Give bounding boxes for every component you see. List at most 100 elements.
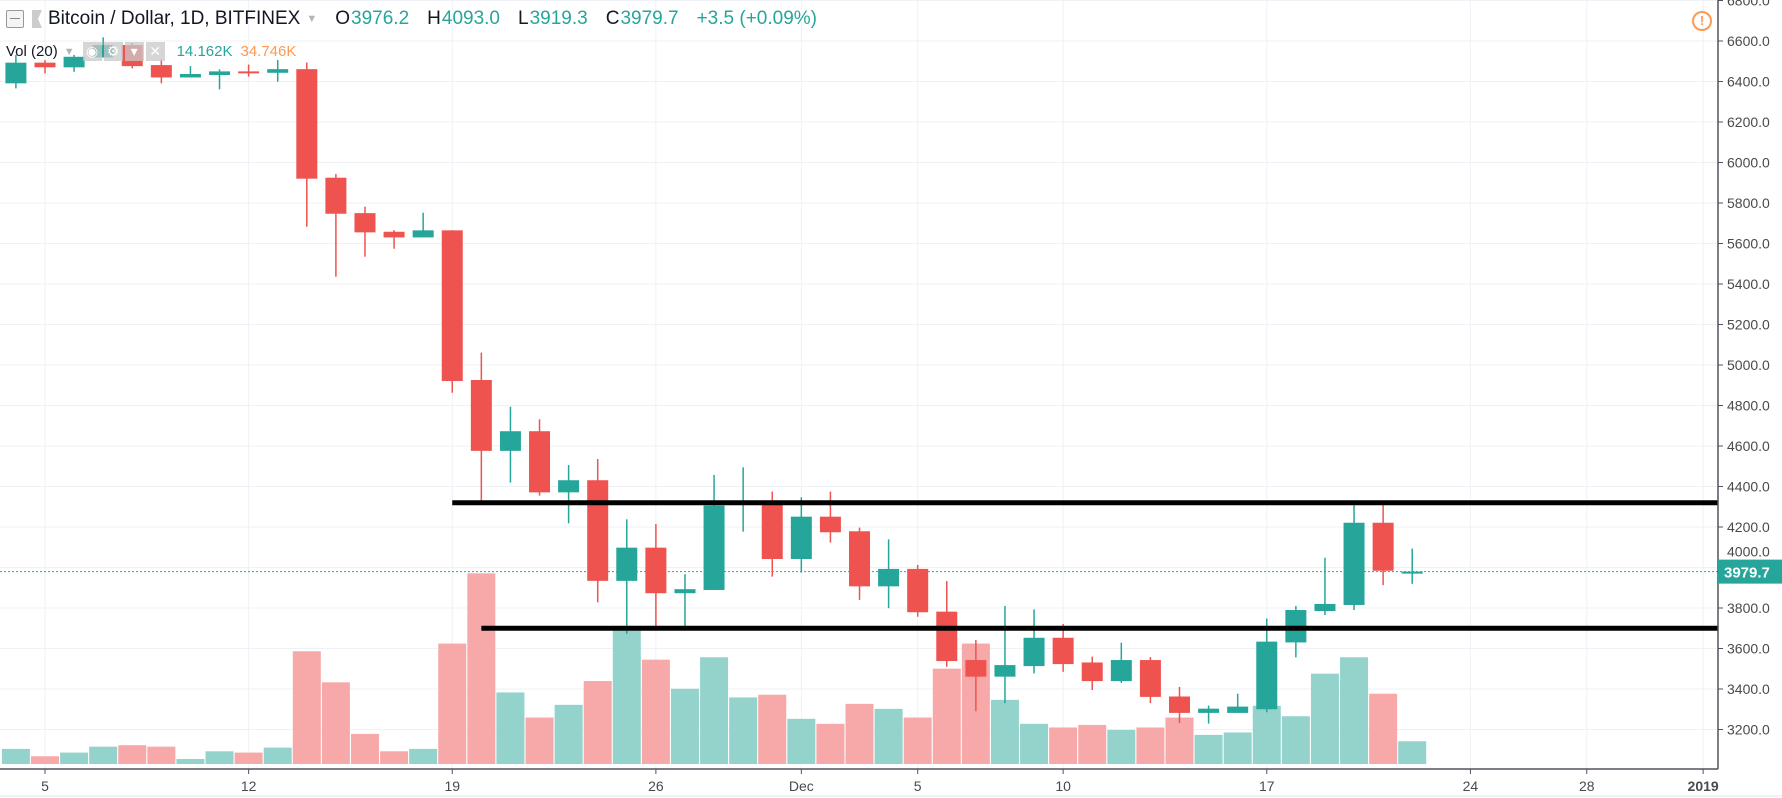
high-number: 4093.0 [441, 8, 501, 29]
candle-down [383, 231, 405, 238]
candle-down [819, 516, 841, 533]
volume-bar [932, 668, 961, 764]
time-tick-label: 28 [1579, 778, 1595, 794]
price-tick-label: 4000.0 [1727, 544, 1770, 560]
volume-bar [1281, 716, 1310, 764]
volume-bar [787, 718, 816, 764]
candle-down [1081, 662, 1103, 682]
price-tick-label: 4200.0 [1727, 519, 1770, 535]
grid [0, 0, 1718, 769]
eye-icon[interactable]: ◉ [82, 42, 102, 61]
collapse-icon[interactable] [6, 10, 24, 28]
price-tick-label: 6600.0 [1727, 33, 1770, 49]
candle-down [325, 177, 347, 214]
candle-down [470, 379, 492, 451]
volume-bar [1340, 657, 1369, 764]
time-tick-label: 12 [241, 778, 257, 794]
time-tick-label: 5 [41, 778, 49, 794]
flag-icon[interactable] [32, 10, 42, 28]
volume-label[interactable]: Vol (20) [6, 43, 58, 60]
trend-lines[interactable] [452, 500, 1724, 631]
volume-bar [176, 759, 205, 764]
candle-down [907, 568, 929, 613]
close-label: C [605, 8, 620, 29]
price-tick-label: 3400.0 [1727, 681, 1770, 697]
volume-bar [700, 657, 729, 764]
high-label: H [427, 8, 441, 29]
volume-bar [350, 733, 379, 764]
volume-bar [234, 752, 263, 764]
volume-bar [321, 682, 350, 764]
time-axis[interactable]: 5 12 19 26 Dec 5 10 17 24 28 2019 [0, 768, 1782, 797]
symbol-legend: Bitcoin / Dollar, 1D, BITFINEX ▼ O3976.2… [6, 8, 817, 30]
time-tick-label: 10 [1055, 778, 1071, 794]
volume-bar [1223, 732, 1252, 764]
volume-bar [1020, 723, 1049, 764]
volume-bar [118, 745, 147, 764]
candle-up [1314, 603, 1336, 612]
candle-up [703, 505, 725, 590]
candle-down [1139, 660, 1161, 697]
more-icon[interactable]: ▾ [124, 42, 144, 61]
volume-bar [525, 717, 554, 764]
volume-bar [1398, 741, 1427, 764]
gear-icon[interactable]: ⚙ [103, 42, 123, 61]
symbol-title[interactable]: Bitcoin / Dollar, 1D, BITFINEX [48, 8, 301, 29]
volume-ma-value: 34.746K [240, 43, 297, 60]
price-tick-label: 5400.0 [1727, 276, 1770, 292]
candle-down [645, 547, 667, 594]
volume-bar [409, 748, 438, 764]
low-value: L3919.3 [518, 8, 588, 30]
volume-bar [990, 699, 1019, 764]
open-value: O3976.2 [335, 8, 409, 30]
candle-up [5, 62, 27, 84]
volume-bar [496, 692, 525, 764]
candle-down [587, 480, 609, 581]
volume-bar [816, 723, 845, 764]
close-number: 3979.7 [620, 8, 679, 29]
price-tick-label: 4800.0 [1727, 398, 1770, 414]
price-tick-label: 5600.0 [1727, 236, 1770, 252]
volume-bar [1078, 724, 1107, 764]
candle-up [1198, 708, 1220, 713]
price-axis[interactable]: 6800.0 6600.0 6400.0 6200.0 6000.0 5800.0 5600… [1717, 0, 1782, 798]
candles [5, 37, 1423, 724]
chevron-down-icon[interactable]: ▼ [63, 45, 75, 58]
low-label: L [518, 8, 529, 29]
candle-up [1227, 706, 1249, 713]
volume-bar [1136, 727, 1165, 764]
volume-bar [1194, 734, 1223, 764]
candle-down [761, 500, 783, 559]
candle-down [354, 213, 376, 233]
volume-bar [874, 708, 903, 764]
last-price-label: 3979.7 [1724, 565, 1770, 582]
alert-icon[interactable]: ! [1692, 11, 1712, 31]
candle-down [238, 71, 260, 74]
change-value: +3.5 (+0.09%) [696, 8, 817, 29]
candle-up [1256, 641, 1278, 710]
high-value: H4093.0 [427, 8, 500, 30]
price-tick-label: 6800.0 [1727, 0, 1770, 9]
candle-up [616, 547, 638, 581]
candle-up [790, 516, 812, 559]
price-tick-label: 6400.0 [1727, 74, 1770, 90]
candle-down [34, 62, 56, 68]
candle-up [994, 665, 1016, 677]
candle-up [412, 230, 434, 238]
volume-bar [1049, 727, 1078, 764]
candle-down [1169, 696, 1190, 713]
volume-bar [292, 651, 321, 764]
candle-down [1372, 522, 1394, 571]
time-tick-label: 19 [444, 778, 460, 794]
volume-bar [1310, 673, 1339, 764]
close-icon[interactable]: ✕ [145, 42, 165, 61]
volume-bar [60, 752, 89, 764]
chevron-down-icon[interactable]: ▼ [306, 13, 318, 25]
last-price-badge [1718, 559, 1782, 584]
price-tick-label: 6000.0 [1727, 155, 1770, 171]
price-tick-label: 3200.0 [1727, 722, 1770, 738]
volume-bar [612, 630, 641, 764]
volume-bars [1, 573, 1427, 764]
candle-down [849, 531, 871, 587]
